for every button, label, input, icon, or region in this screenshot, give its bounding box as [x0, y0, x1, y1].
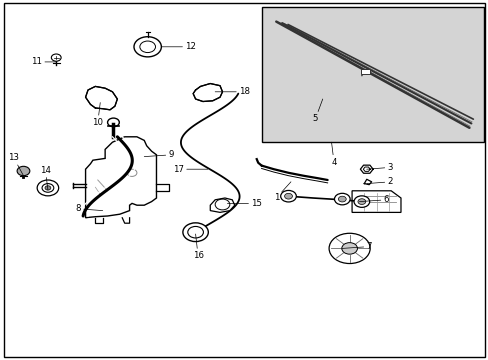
Text: 6: 6: [359, 195, 388, 204]
Circle shape: [45, 186, 51, 190]
Text: 4: 4: [330, 142, 336, 166]
Circle shape: [183, 223, 208, 242]
Circle shape: [357, 199, 365, 204]
Text: 17: 17: [173, 165, 207, 174]
Text: 14: 14: [40, 166, 51, 190]
Text: 16: 16: [192, 234, 203, 260]
Text: 11: 11: [31, 57, 56, 66]
Polygon shape: [193, 84, 222, 102]
Text: 15: 15: [227, 199, 262, 208]
Text: 8: 8: [75, 204, 102, 213]
Circle shape: [280, 190, 296, 202]
Text: 10: 10: [92, 103, 103, 127]
Circle shape: [51, 54, 61, 61]
Circle shape: [328, 233, 369, 264]
Text: 18: 18: [215, 87, 249, 96]
Text: 3: 3: [366, 163, 392, 172]
Text: 9: 9: [144, 150, 173, 159]
Text: 5: 5: [312, 99, 322, 123]
Text: 13: 13: [8, 153, 23, 176]
Circle shape: [353, 196, 369, 207]
Circle shape: [334, 193, 349, 205]
Circle shape: [338, 196, 346, 202]
Circle shape: [341, 243, 357, 254]
Bar: [261, 7, 483, 142]
Polygon shape: [351, 191, 400, 212]
Text: 7: 7: [342, 242, 371, 251]
Circle shape: [284, 193, 292, 199]
Circle shape: [37, 180, 59, 196]
Polygon shape: [85, 137, 156, 218]
Text: 1: 1: [273, 182, 290, 202]
Text: 2: 2: [366, 177, 392, 186]
Text: 12: 12: [161, 42, 196, 51]
Polygon shape: [85, 86, 117, 110]
Bar: [360, 69, 369, 74]
Circle shape: [17, 166, 30, 176]
Polygon shape: [210, 198, 234, 212]
